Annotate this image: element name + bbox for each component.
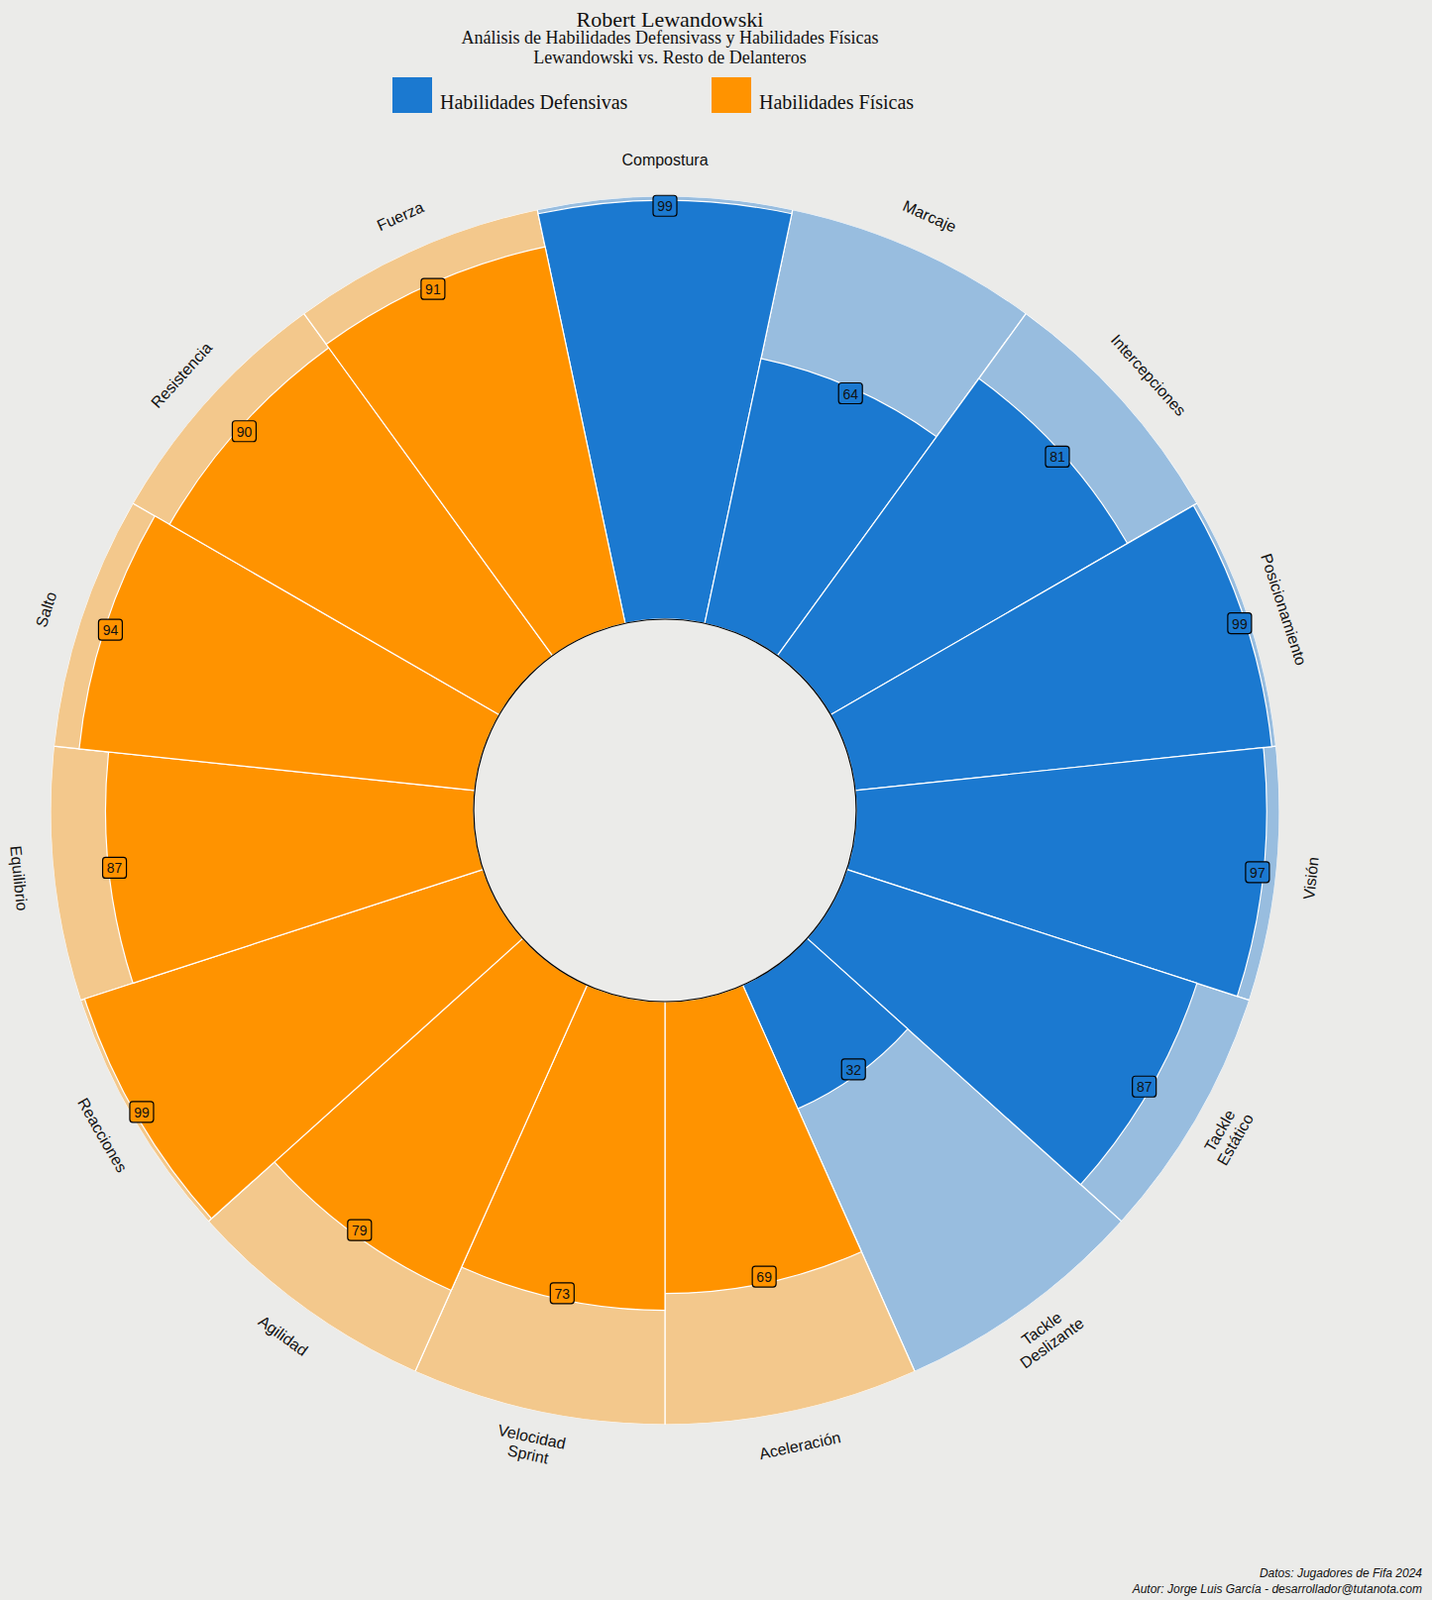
subtitle: Análisis de Habilidades Defensivass y Ha… xyxy=(461,27,880,48)
category-label: Visión xyxy=(1300,856,1322,901)
footer: Autor: Jorge Luis García - desarrollador… xyxy=(1131,1582,1423,1597)
data-label: 99 xyxy=(129,1101,154,1123)
category-label: Salto xyxy=(32,589,60,630)
data-label: 87 xyxy=(1132,1076,1157,1098)
category-label: TackleDeslizante xyxy=(1006,1300,1088,1372)
data-label-text: 73 xyxy=(554,1286,571,1303)
data-label-text: 94 xyxy=(103,622,119,639)
data-label-box xyxy=(347,1219,372,1241)
category-label: Agilidad xyxy=(255,1313,312,1360)
data-label: 99 xyxy=(1227,613,1252,635)
bar-wedge xyxy=(830,505,1272,791)
data-label: 73 xyxy=(550,1283,574,1305)
data-label-text: 32 xyxy=(845,1062,862,1079)
data-label: 79 xyxy=(347,1219,372,1241)
legend-swatch xyxy=(392,77,433,113)
data-label-box xyxy=(1245,862,1270,883)
data-label: 97 xyxy=(1245,862,1270,883)
legend-swatch xyxy=(711,77,752,113)
background xyxy=(0,0,1432,1600)
data-label-box xyxy=(231,421,256,442)
bar-wedge xyxy=(326,246,626,657)
data-label-box xyxy=(1227,613,1252,635)
legend-label: Habilidades Defensivas xyxy=(440,91,629,113)
data-label-text: 87 xyxy=(107,860,123,877)
bar-wedge xyxy=(106,752,484,984)
data-label-box xyxy=(1045,445,1070,467)
category-label: Marcaje xyxy=(900,197,960,236)
data-label: 69 xyxy=(752,1266,776,1288)
category-label: Reacciones xyxy=(74,1095,131,1176)
inner-circle xyxy=(473,619,857,1002)
data-label: 64 xyxy=(838,383,863,405)
category-label: Equilibrio xyxy=(6,845,31,912)
data-label-text: 79 xyxy=(351,1222,368,1239)
data-label-box xyxy=(752,1266,776,1288)
data-label-box xyxy=(550,1283,574,1305)
data-label-text: 64 xyxy=(842,386,859,403)
subtitle: Lewandowski vs. Resto de Delanteros xyxy=(533,47,806,68)
category-label: Fuerza xyxy=(374,198,427,234)
category-label: Posicionamiento xyxy=(1257,551,1310,668)
data-label-text: 90 xyxy=(236,424,253,441)
data-label: 94 xyxy=(98,619,122,641)
data-label: 81 xyxy=(1045,445,1070,467)
data-label-text: 99 xyxy=(133,1104,150,1121)
category-label: Resistencia xyxy=(147,338,216,412)
category-label: Aceleración xyxy=(758,1429,843,1463)
data-label: 87 xyxy=(103,857,127,879)
category-label: TackleEstático xyxy=(1198,1101,1257,1169)
data-label-text: 87 xyxy=(1136,1079,1153,1096)
data-label-text: 69 xyxy=(756,1269,772,1286)
data-label-box xyxy=(841,1059,866,1081)
data-label-box xyxy=(103,857,127,879)
data-label-text: 97 xyxy=(1249,865,1266,882)
chart: Robert LewandowskiAnálisis de Habilidade… xyxy=(0,0,1432,1600)
category-label: Compostura xyxy=(621,151,708,169)
data-label: 91 xyxy=(421,278,445,300)
legend-item: Habilidades Defensivas xyxy=(392,77,629,113)
data-label: 90 xyxy=(231,421,256,442)
data-label-box xyxy=(129,1101,154,1123)
data-label-text: 91 xyxy=(425,281,441,298)
footer: Datos: Jugadores de Fifa 2024 xyxy=(1259,1566,1423,1581)
category-label: VelocidadSprint xyxy=(492,1422,567,1471)
data-label-box xyxy=(421,278,445,300)
data-label-text: 81 xyxy=(1049,448,1066,465)
data-label: 32 xyxy=(841,1059,866,1081)
data-label-box xyxy=(1132,1076,1157,1098)
bar-wedge xyxy=(664,985,862,1294)
data-label-box xyxy=(838,383,863,405)
data-label-text: 99 xyxy=(1231,616,1248,633)
plot-area xyxy=(50,196,1280,1426)
data-label-box xyxy=(98,619,122,641)
legend-label: Habilidades Físicas xyxy=(759,91,914,113)
data-label: 99 xyxy=(653,195,677,217)
category-label: Intercepciones xyxy=(1107,330,1190,420)
data-label-text: 99 xyxy=(657,198,673,215)
data-label-box xyxy=(653,195,677,217)
legend-item: Habilidades Físicas xyxy=(711,77,914,113)
